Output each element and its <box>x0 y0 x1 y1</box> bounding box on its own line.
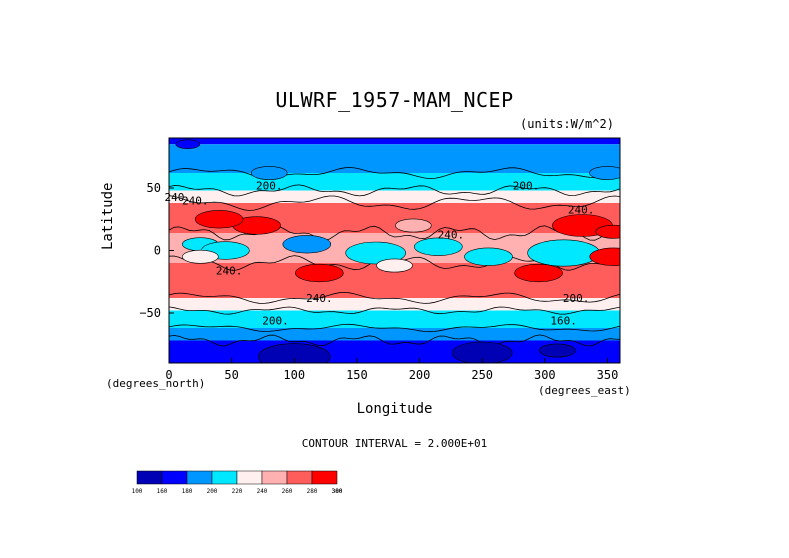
field-cell <box>589 247 620 266</box>
contour-value-label: 240. <box>438 228 465 241</box>
contour-value-label: 200. <box>513 180 540 193</box>
field-cell <box>194 210 244 229</box>
y-tick-label: 50 <box>147 181 161 195</box>
colorbar-swatch <box>161 470 188 485</box>
contour-value-label: 200. <box>563 292 590 305</box>
units-label: (units:W/m^2) <box>520 117 614 131</box>
colorbar-swatch <box>211 470 238 485</box>
contour-value-label: 240. <box>568 203 595 216</box>
x-tick-label: 250 <box>471 368 493 382</box>
field-cell <box>345 241 407 265</box>
axes: 0 50 100 150 200 250 300 350 −50 0 50 <box>139 181 618 382</box>
field-cell <box>514 263 563 283</box>
chart-title: ULWRF_1957-MAM_NCEP <box>275 88 514 112</box>
contour-value-label: 200. <box>262 315 289 328</box>
colorbar-tick-label: 300 <box>332 488 343 495</box>
field-band <box>169 328 620 341</box>
x-tick-label: 0 <box>165 368 172 382</box>
contour-value-label: 200. <box>256 180 283 193</box>
contour-interval: CONTOUR INTERVAL = 2.000E+01 <box>301 437 488 450</box>
y-unit-note: (degrees_north) <box>106 377 206 390</box>
colorbar-tick-label: 100 <box>132 488 143 495</box>
field-cell <box>464 247 513 266</box>
y-tick-label: −50 <box>139 306 161 320</box>
x-unit-note: (degrees_east) <box>538 384 631 397</box>
colorbar-swatch <box>286 470 313 485</box>
colorbar-swatch <box>186 470 213 485</box>
contour-line <box>169 184 620 197</box>
colorbar-tick-label: 380 <box>332 488 343 495</box>
colorbar-swatch <box>261 470 288 485</box>
colorbar-tick-label: 160 <box>157 488 168 495</box>
contour-line <box>169 291 620 304</box>
contour-line <box>169 334 620 347</box>
field-band <box>169 190 620 203</box>
contour-value-label: 160. <box>550 315 577 328</box>
field-cell <box>295 263 344 283</box>
colorbar-tick-label: 240 <box>257 488 268 495</box>
field-cell <box>182 249 219 264</box>
x-tick-label: 300 <box>534 368 556 382</box>
field-band <box>169 138 620 145</box>
field-cell <box>539 343 576 358</box>
contour-line <box>169 195 620 211</box>
colorbar-swatch <box>236 470 263 485</box>
field-cell <box>595 224 620 239</box>
contour-labels: 200.240.240.200.240.240.240.240. 200.200.… <box>165 180 595 328</box>
field-cell <box>257 343 331 363</box>
contour-value-label: 240. <box>182 195 209 208</box>
field-cell <box>376 258 413 273</box>
contour-value-label: 240. <box>306 292 333 305</box>
x-axis-label: Longitude <box>356 401 433 417</box>
colorbar-tick-label: 180 <box>182 488 193 495</box>
field-band <box>169 310 620 328</box>
colorbar-swatch <box>311 470 338 485</box>
x-tick-label: 200 <box>409 368 431 382</box>
field-cell <box>589 166 620 180</box>
x-tick-label: 50 <box>224 368 238 382</box>
colorbar-swatch <box>136 470 163 485</box>
contour-line <box>169 166 620 180</box>
field-cell <box>451 341 513 363</box>
colorbar-tick-label: 280 <box>307 488 318 495</box>
field-cell <box>394 218 432 233</box>
y-tick-label: 0 <box>154 244 161 258</box>
field-band <box>169 144 620 173</box>
y-axis-label: Latitude <box>100 182 116 250</box>
contour-value-label: 240. <box>216 265 243 278</box>
contour-line <box>169 323 620 333</box>
x-tick-label: 350 <box>597 368 619 382</box>
field-cell <box>250 166 288 180</box>
field-band <box>169 298 620 311</box>
colorbar-tick-label: 260 <box>282 488 293 495</box>
contour-line <box>169 306 620 315</box>
field-cell <box>282 235 332 254</box>
field-cell <box>527 239 600 267</box>
x-tick-label: 100 <box>283 368 305 382</box>
x-tick-label: 150 <box>346 368 368 382</box>
colorbar-tick-label: 220 <box>232 488 243 495</box>
field-cell <box>175 139 201 149</box>
contour-value-label: 240. <box>165 191 192 204</box>
contour-line <box>169 225 620 241</box>
plot-area <box>169 138 620 363</box>
colorbar-tick-label: 200 <box>207 488 218 495</box>
field-cell <box>414 237 463 256</box>
